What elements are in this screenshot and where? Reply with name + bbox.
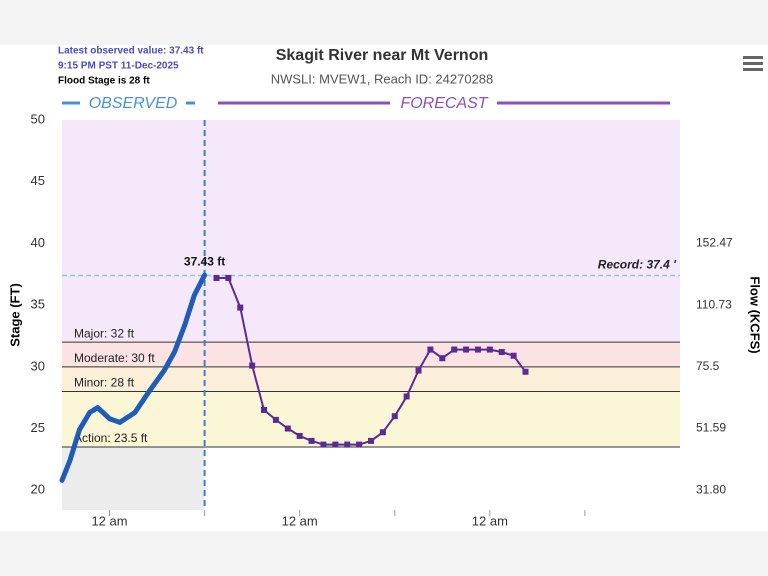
forecast-point bbox=[463, 346, 470, 353]
plot-area bbox=[62, 120, 680, 510]
forecast-point bbox=[356, 441, 363, 448]
forecast-point bbox=[344, 441, 351, 448]
chart-subtitle: NWSLI: MVEW1, Reach ID: 24270288 bbox=[271, 71, 494, 86]
y-tick-label: 35 bbox=[31, 297, 45, 312]
forecast-point bbox=[249, 362, 256, 369]
threshold-label: Moderate: 30 ft bbox=[74, 351, 155, 365]
forecast-point bbox=[498, 349, 505, 356]
forecast-point bbox=[368, 437, 374, 444]
y2-tick-label: 152.47 bbox=[696, 236, 733, 250]
threshold-label: Minor: 28 ft bbox=[74, 376, 135, 390]
y2-tick-label: 75.5 bbox=[696, 359, 720, 373]
info-time: 9:15 PM PST 11-Dec-2025 bbox=[58, 61, 179, 72]
y-tick-label: 30 bbox=[31, 358, 45, 373]
y2-tick-label: 31.80 bbox=[696, 482, 726, 496]
menu-bar bbox=[743, 68, 763, 71]
forecast-point bbox=[486, 346, 493, 353]
forecast-point bbox=[225, 274, 232, 281]
forecast-point bbox=[391, 413, 398, 420]
forecast-point bbox=[296, 432, 303, 439]
forecast-point bbox=[522, 368, 529, 375]
info-flood-stage: Flood Stage is 28 ft bbox=[58, 76, 150, 87]
info-latest: Latest observed value: 37.43 ft bbox=[58, 46, 204, 57]
forecast-point bbox=[237, 304, 244, 311]
forecast-point bbox=[427, 346, 434, 353]
forecast-point bbox=[474, 346, 481, 353]
forecast-point bbox=[379, 429, 386, 436]
y-tick-label: 45 bbox=[31, 173, 45, 188]
menu-icon[interactable] bbox=[743, 56, 763, 71]
record-label: Record: 37.4 ' bbox=[598, 258, 677, 272]
observed-line bbox=[59, 272, 208, 483]
forecast-point bbox=[439, 355, 446, 362]
forecast-point bbox=[272, 416, 279, 423]
forecast-point bbox=[451, 346, 458, 353]
y-tick-label: 20 bbox=[31, 482, 45, 497]
menu-bar bbox=[743, 62, 763, 65]
stage-band bbox=[62, 120, 680, 343]
stage-band bbox=[62, 391, 680, 448]
forecast-point bbox=[403, 393, 410, 400]
forecast-point bbox=[320, 441, 327, 448]
x-tick-label: 12 am bbox=[91, 513, 127, 528]
observed-header: OBSERVED bbox=[89, 95, 178, 112]
y-tick-label: 40 bbox=[31, 235, 45, 250]
threshold-label: Action: 23.5 ft bbox=[74, 431, 148, 445]
threshold-label: Major: 32 ft bbox=[74, 326, 135, 340]
latest-label: 37.43 ft bbox=[184, 254, 225, 268]
below-action-band bbox=[62, 447, 205, 510]
chart-title: Skagit River near Mt Vernon bbox=[276, 47, 489, 64]
forecast-point bbox=[284, 425, 291, 432]
y2-tick-label: 51.59 bbox=[696, 421, 726, 435]
x-tick-label: 12 am bbox=[282, 513, 318, 528]
forecast-header: FORECAST bbox=[400, 95, 488, 112]
y-axis-label: Stage (FT) bbox=[7, 283, 22, 347]
forecast-point bbox=[510, 352, 517, 359]
stage-band bbox=[62, 342, 680, 367]
forecast-point bbox=[308, 437, 315, 444]
forecast-point bbox=[415, 367, 422, 374]
menu-bar bbox=[743, 56, 763, 59]
forecast-point bbox=[261, 407, 268, 414]
x-tick-label: 12 am bbox=[472, 513, 508, 528]
y-tick-label: 50 bbox=[31, 111, 45, 126]
y2-axis-label: Flow (KCFS) bbox=[748, 276, 763, 353]
forecast-point bbox=[332, 441, 339, 448]
y-tick-label: 25 bbox=[31, 420, 45, 435]
forecast-point bbox=[213, 274, 220, 281]
y2-tick-label: 110.73 bbox=[696, 297, 732, 311]
